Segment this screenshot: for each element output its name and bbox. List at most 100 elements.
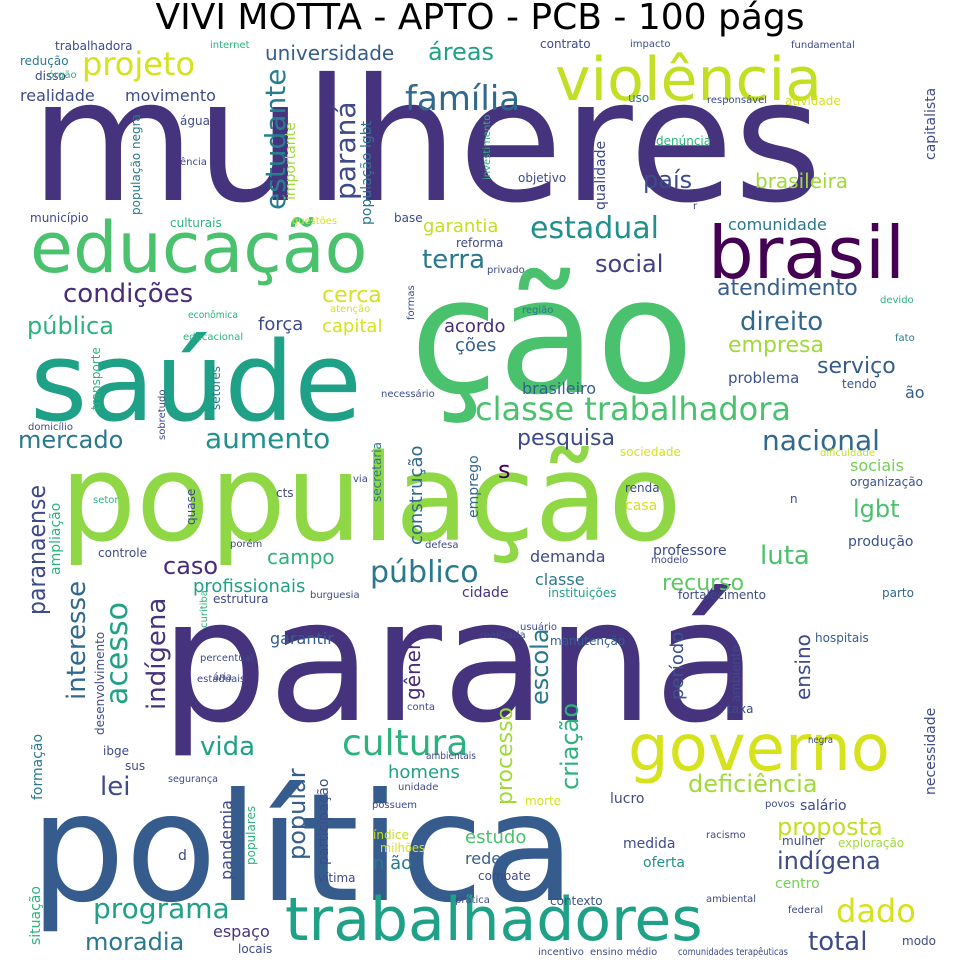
word-locais-136: locais — [238, 942, 272, 956]
word-manutenção-73: manutenção — [550, 634, 625, 648]
word-investimento-157: investimento — [482, 115, 493, 180]
word-recurso-57: recurso — [662, 571, 744, 596]
word-d-146: d — [178, 848, 187, 864]
word-qualidade-110: qualidade — [593, 141, 609, 210]
word-federal-193: federal — [788, 905, 823, 916]
word-público-52: público — [370, 555, 479, 590]
word-tendo-38: tendo — [842, 377, 877, 391]
word-fato-165: fato — [895, 333, 915, 344]
word-classe-59: classe — [535, 570, 585, 589]
word-porém-173: porém — [230, 538, 262, 550]
word-sus-138: sus — [125, 759, 145, 773]
word-ções-35: ções — [455, 335, 496, 356]
word-lei-76: lei — [100, 772, 130, 802]
word-mercado-41: mercado — [18, 426, 123, 454]
word-universidade-18: universidade — [265, 41, 394, 65]
word-nacional-44: nacional — [762, 424, 880, 457]
word-possuem-187: possuem — [372, 800, 417, 811]
word-problema-37: problema — [728, 369, 799, 387]
word-região-163: região — [522, 305, 553, 316]
word-vítima-135: vítima — [318, 871, 356, 885]
word-demanda-53: demanda — [530, 547, 606, 566]
word-empresa-30: empresa — [728, 333, 824, 358]
word-sociedade-132: sociedade — [620, 445, 681, 459]
word-emprego-101: emprego — [466, 455, 482, 518]
word-ção-1: ção — [410, 243, 694, 430]
word-unidade-185: unidade — [398, 782, 438, 793]
word-participação-105: participação — [316, 779, 332, 866]
word-mulheres-0: mulheres — [30, 43, 822, 241]
word-milhões-143: milhões — [380, 841, 425, 855]
word-profissionais-58: profissionais — [193, 576, 305, 597]
word-domicílio-167: domicílio — [28, 421, 73, 433]
word-formas-160: formas — [406, 285, 417, 320]
word-paranaense-49: paranaense — [23, 485, 51, 615]
word-escola-68: escola — [526, 628, 554, 705]
word-classe-trabalhadora-11: classe trabalhadora — [475, 390, 791, 428]
word-privado-159: privado — [487, 265, 525, 276]
word-lgbt-48: lgbt — [853, 495, 900, 523]
word-ambiente-144: ambiente — [729, 645, 743, 702]
word-paraná-14: paraná — [329, 101, 362, 200]
word-órgão-153: órgão — [48, 69, 77, 81]
word-social-21: social — [595, 250, 663, 278]
word-salário-84: salário — [800, 798, 847, 814]
word-dificuldade-170: dificuldade — [820, 448, 875, 459]
word-burguesia-176: burguesia — [310, 590, 360, 601]
word-pandemia-90: pandemia — [217, 800, 236, 880]
word-população-lgbt-108: população lgbt — [359, 120, 375, 225]
word-parto-63: parto — [882, 586, 914, 600]
word-violência-7: violência — [555, 45, 822, 115]
word-direito-29: direito — [740, 307, 823, 337]
word-brasileiro-40: brasileiro — [522, 379, 596, 398]
word-sobretudo-168: sobretudo — [157, 390, 168, 440]
word-gênero-67: gênero — [401, 630, 425, 700]
word-oferta-98: oferta — [643, 855, 685, 871]
word-negra-188: negra — [808, 735, 833, 746]
word-política-4: política — [30, 762, 575, 936]
word-espaço-94: espaço — [213, 922, 270, 941]
word-acesso-64: acesso — [100, 602, 135, 705]
word-cultura-12: cultura — [342, 723, 468, 764]
word-pública-31: pública — [27, 312, 114, 340]
word-serviço-36: serviço — [817, 354, 896, 379]
word-caso-51: caso — [163, 552, 218, 580]
word-campo-50: campo — [267, 545, 335, 569]
word-reforma-119: reforma — [456, 236, 503, 250]
word-contexto-96: contexto — [550, 894, 603, 908]
word-populares-147: populares — [244, 806, 258, 865]
word-mulher-140: mulher — [782, 834, 825, 848]
word-estadual-19: estadual — [530, 211, 659, 246]
word-comunidades-terapêuticas-197: comunidades terapêuticas — [678, 946, 788, 958]
word-atividade-117: atividade — [785, 94, 841, 108]
word-ambiental-192: ambiental — [706, 894, 756, 905]
word-governo-10: governo — [628, 712, 890, 786]
word-redução-113: redução — [20, 54, 69, 68]
word-medida-88: medida — [623, 836, 676, 852]
word-paraná-2: paraná — [160, 563, 758, 761]
word-rede-87: rede — [465, 849, 501, 868]
word-disso-114: disso — [35, 69, 66, 83]
word-povos-189: povos — [765, 799, 795, 810]
word-segurança-186: segurança — [168, 774, 218, 785]
word-moradia-93: moradia — [85, 928, 184, 956]
word-realidade-107: realidade — [20, 86, 95, 105]
word-n-172: n — [790, 492, 798, 506]
word-programa-92: programa — [93, 892, 230, 925]
word-modelo-175: modelo — [651, 555, 688, 566]
word-cidade-60: cidade — [462, 585, 509, 601]
word-percentual-180: percentual — [200, 653, 254, 664]
word-impacto-151: impacto — [630, 39, 671, 50]
word-ambientais-184: ambientais — [426, 751, 476, 762]
word-renda-130: renda — [625, 481, 660, 495]
word-país-22: país — [643, 166, 692, 194]
word-hospitais-74: hospitais — [815, 631, 869, 645]
word-água-149: água — [180, 114, 210, 128]
word-construção-100: construção — [406, 445, 427, 545]
word-modo-194: modo — [902, 934, 936, 948]
word-garantir-72: garantir — [270, 629, 334, 648]
word-ensino-médio-196: ensino médio — [590, 946, 657, 958]
word-comunidade-25: comunidade — [728, 215, 827, 234]
word-via-169: via — [353, 474, 368, 485]
